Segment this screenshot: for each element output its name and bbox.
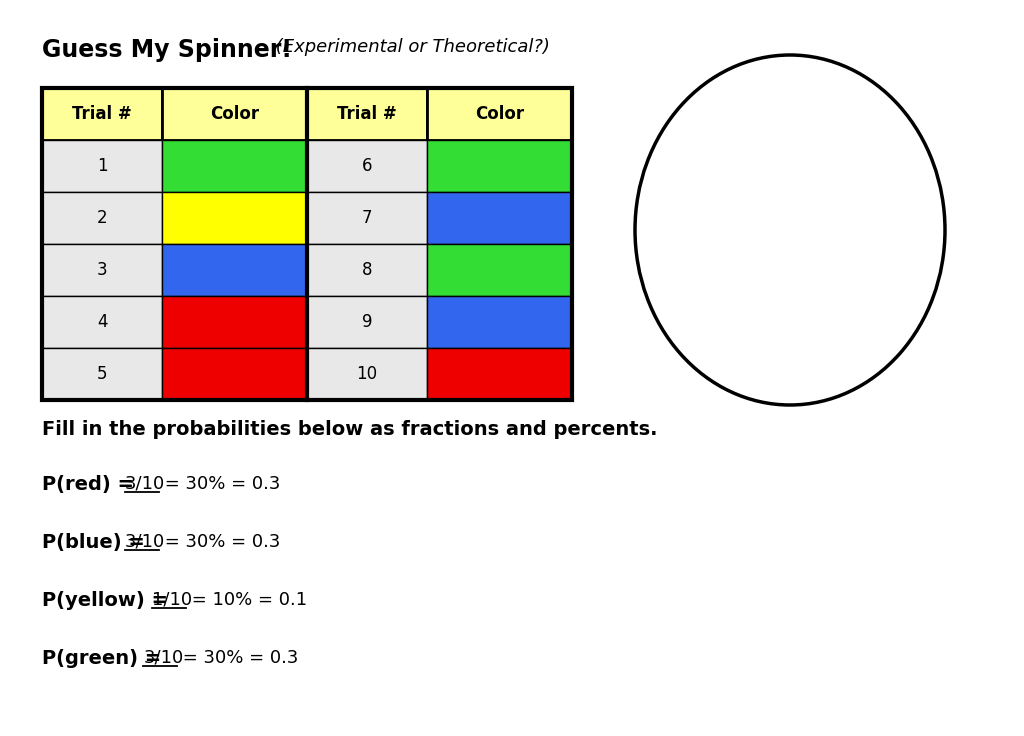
Bar xyxy=(427,192,572,244)
Text: P(blue) =: P(blue) = xyxy=(42,533,144,552)
Bar xyxy=(42,296,162,348)
Bar xyxy=(42,244,162,296)
Text: P(yellow) =: P(yellow) = xyxy=(42,591,175,610)
Text: Color: Color xyxy=(475,105,524,123)
Bar xyxy=(307,296,427,348)
Text: Fill in the probabilities below as fractions and percents.: Fill in the probabilities below as fract… xyxy=(42,420,657,439)
Text: P(red) =: P(red) = xyxy=(42,475,140,494)
Bar xyxy=(307,348,427,400)
Bar xyxy=(162,88,307,140)
Ellipse shape xyxy=(635,55,945,405)
Bar xyxy=(42,140,162,192)
Bar xyxy=(307,88,427,140)
Text: 3/10: 3/10 xyxy=(125,475,165,493)
Text: = 30% = 0.3: = 30% = 0.3 xyxy=(159,475,281,493)
Bar xyxy=(162,296,307,348)
Text: 3/10: 3/10 xyxy=(143,649,183,667)
Bar xyxy=(162,244,307,296)
Bar xyxy=(307,244,427,296)
Bar xyxy=(42,88,162,140)
Text: 3/10: 3/10 xyxy=(125,533,165,551)
Bar xyxy=(307,192,427,244)
Bar xyxy=(42,88,572,400)
Text: 3: 3 xyxy=(96,261,108,279)
Text: = 10% = 0.1: = 10% = 0.1 xyxy=(186,591,307,609)
Text: 4: 4 xyxy=(96,313,108,331)
Text: 1/10: 1/10 xyxy=(153,591,193,609)
Text: Trial #: Trial # xyxy=(72,105,132,123)
Bar xyxy=(162,140,307,192)
Bar xyxy=(427,244,572,296)
Bar xyxy=(427,296,572,348)
Bar xyxy=(162,348,307,400)
Text: 1: 1 xyxy=(96,157,108,175)
Text: = 30% = 0.3: = 30% = 0.3 xyxy=(159,533,281,551)
Text: 8: 8 xyxy=(361,261,373,279)
Bar xyxy=(42,348,162,400)
Bar xyxy=(427,140,572,192)
Text: 9: 9 xyxy=(361,313,373,331)
Text: 5: 5 xyxy=(96,365,108,383)
Text: = 30% = 0.3: = 30% = 0.3 xyxy=(177,649,299,667)
Text: (Experimental or Theoretical?): (Experimental or Theoretical?) xyxy=(270,38,550,56)
Text: 2: 2 xyxy=(96,209,108,227)
Bar xyxy=(307,140,427,192)
Bar xyxy=(427,88,572,140)
Text: Guess My Spinner!: Guess My Spinner! xyxy=(42,38,292,62)
Bar xyxy=(42,192,162,244)
Bar xyxy=(162,192,307,244)
Text: P(green) =: P(green) = xyxy=(42,649,168,668)
Text: 6: 6 xyxy=(361,157,373,175)
Text: 7: 7 xyxy=(361,209,373,227)
Text: Color: Color xyxy=(210,105,259,123)
Text: 10: 10 xyxy=(356,365,378,383)
Text: Trial #: Trial # xyxy=(337,105,397,123)
Bar xyxy=(427,348,572,400)
